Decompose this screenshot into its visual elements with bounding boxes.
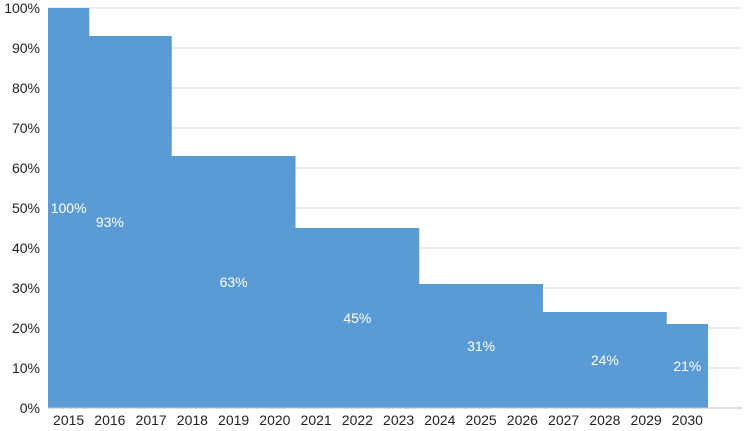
y-tick-label: 60% <box>12 160 40 176</box>
data-label: 100% <box>51 200 87 216</box>
x-tick-label: 2015 <box>53 412 84 428</box>
y-tick-label: 100% <box>4 0 40 16</box>
y-tick-label: 70% <box>12 120 40 136</box>
x-tick-label: 2017 <box>136 412 167 428</box>
x-tick-label: 2023 <box>383 412 414 428</box>
y-tick-label: 10% <box>12 360 40 376</box>
data-labels: 100% 93% 63% 45% 31% 24% 21% <box>51 200 702 374</box>
y-tick-label: 90% <box>12 40 40 56</box>
x-tick-label: 2016 <box>94 412 125 428</box>
y-tick-label: 30% <box>12 280 40 296</box>
area-fill <box>48 8 708 408</box>
y-tick-label: 20% <box>12 320 40 336</box>
x-tick-label: 2026 <box>507 412 538 428</box>
x-tick-label: 2030 <box>672 412 703 428</box>
area-series <box>48 8 708 408</box>
y-tick-label: 50% <box>12 200 40 216</box>
data-label: 24% <box>591 352 619 368</box>
x-tick-label: 2025 <box>466 412 497 428</box>
data-label: 93% <box>96 214 124 230</box>
x-tick-label: 2018 <box>177 412 208 428</box>
data-label: 45% <box>343 310 371 326</box>
y-axis: 0% 10% 20% 30% 40% 50% 60% 70% 80% 90% 100% <box>4 0 40 416</box>
x-tick-label: 2020 <box>259 412 290 428</box>
x-tick-label: 2019 <box>218 412 249 428</box>
data-label: 21% <box>673 358 701 374</box>
x-tick-label: 2027 <box>548 412 579 428</box>
data-label: 31% <box>467 338 495 354</box>
x-tick-label: 2021 <box>301 412 332 428</box>
y-tick-label: 80% <box>12 80 40 96</box>
x-axis: 2015 2016 2017 2018 2019 2020 2021 2022 2023 2024… <box>48 407 742 428</box>
y-tick-label: 40% <box>12 240 40 256</box>
y-tick-label: 0% <box>20 400 40 416</box>
x-tick-label: 2029 <box>631 412 662 428</box>
x-tick-label: 2024 <box>424 412 455 428</box>
x-tick-label: 2028 <box>589 412 620 428</box>
data-label: 63% <box>220 274 248 290</box>
x-tick-label: 2022 <box>342 412 373 428</box>
